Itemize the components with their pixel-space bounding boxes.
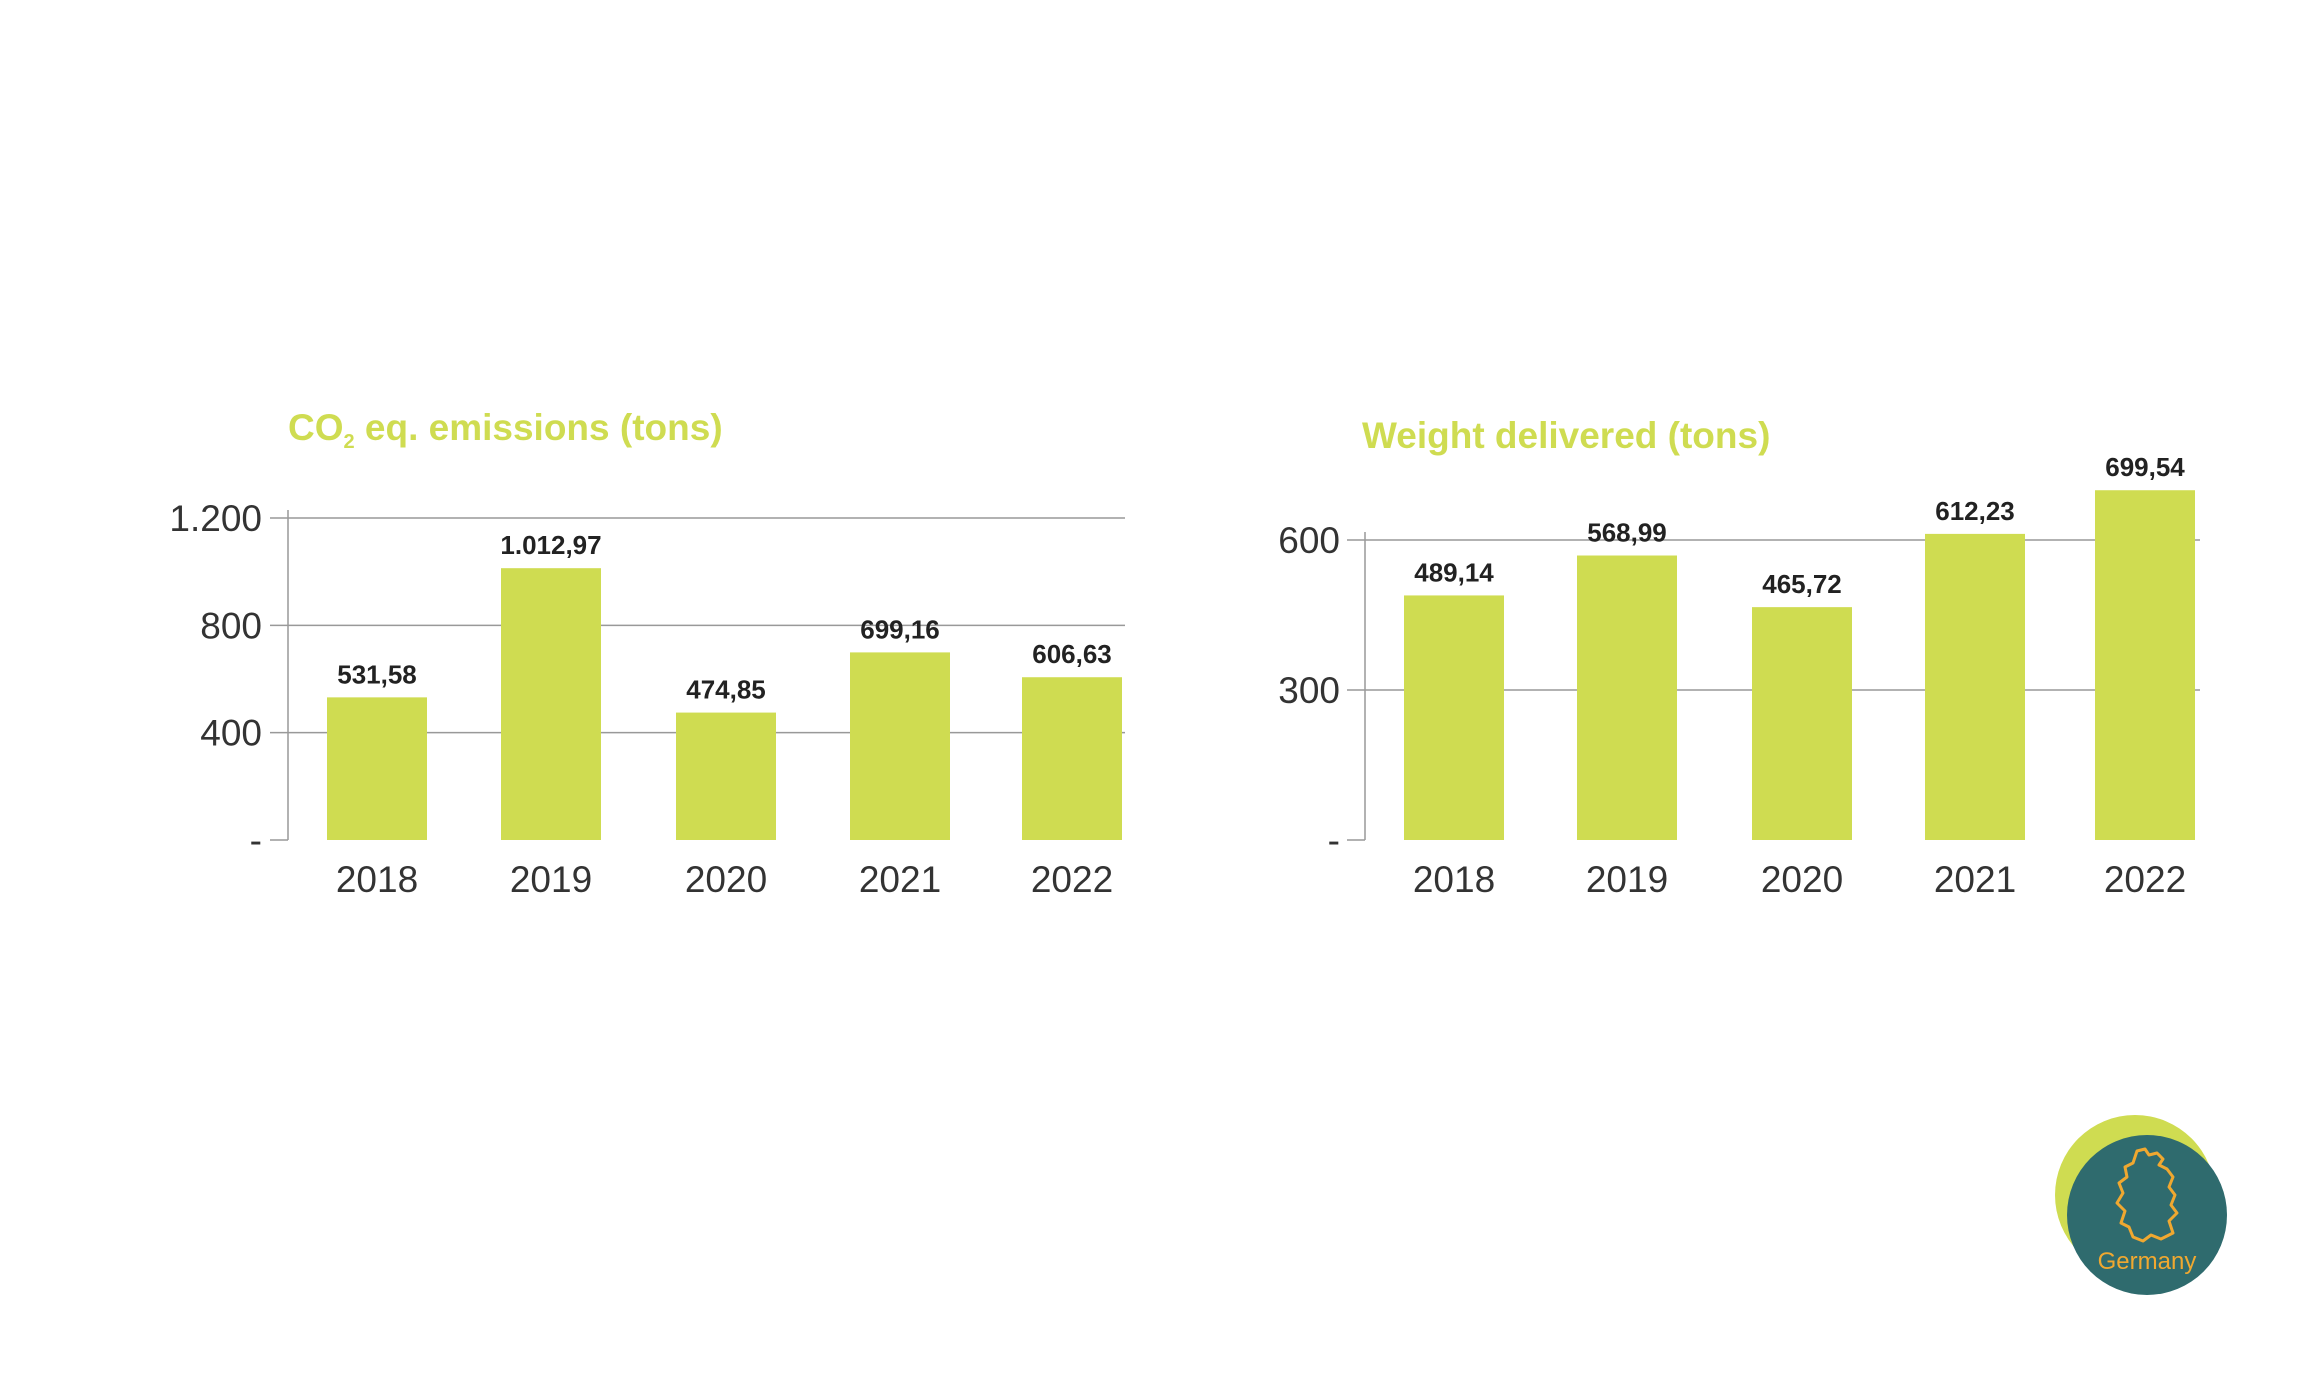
x-tick-label: 2022: [1031, 859, 1113, 900]
chart-title-emissions: CO2 eq. emissions (tons): [288, 407, 723, 453]
chart-title-weight: Weight delivered (tons): [1362, 415, 1771, 456]
bar: [676, 712, 776, 840]
x-tick-label: 2021: [859, 859, 941, 900]
badge-label: Germany: [2097, 1248, 2197, 1275]
y-tick-label: 600: [1278, 520, 1340, 561]
data-label: 568,99: [1587, 518, 1667, 548]
bar: [1925, 533, 2025, 840]
y-tick-label: 300: [1278, 670, 1340, 711]
data-label: 1.012,97: [500, 530, 601, 560]
bar: [850, 652, 950, 840]
germany-map-icon: [2115, 1147, 2179, 1243]
bar: [327, 697, 427, 840]
bar: [1752, 607, 1852, 840]
bar: [501, 568, 601, 840]
bar: [1577, 555, 1677, 840]
y-tick-label: -: [1328, 820, 1340, 861]
data-label: 606,63: [1032, 639, 1112, 669]
x-tick-label: 2022: [2104, 859, 2186, 900]
x-tick-label: 2020: [685, 859, 767, 900]
y-tick-label: 400: [200, 713, 262, 754]
bar: [1022, 677, 1122, 840]
x-tick-label: 2018: [1413, 859, 1495, 900]
data-label: 531,58: [337, 659, 417, 689]
y-tick-label: 1.200: [169, 498, 262, 539]
data-label: 474,85: [686, 675, 766, 705]
y-tick-label: 800: [200, 605, 262, 646]
data-label: 465,72: [1762, 569, 1842, 599]
data-label: 489,14: [1414, 557, 1494, 587]
data-label: 699,54: [2105, 452, 2185, 482]
x-tick-label: 2018: [336, 859, 418, 900]
bar: [2095, 490, 2195, 840]
y-tick-label: -: [250, 820, 262, 861]
badge-front-circle: Germany: [2067, 1135, 2227, 1295]
data-label: 699,16: [860, 614, 940, 644]
x-tick-label: 2019: [1586, 859, 1668, 900]
country-badge: Germany: [2055, 1115, 2235, 1295]
x-tick-label: 2021: [1934, 859, 2016, 900]
data-label: 612,23: [1935, 496, 2015, 526]
bar: [1404, 595, 1504, 840]
x-tick-label: 2019: [510, 859, 592, 900]
x-tick-label: 2020: [1761, 859, 1843, 900]
